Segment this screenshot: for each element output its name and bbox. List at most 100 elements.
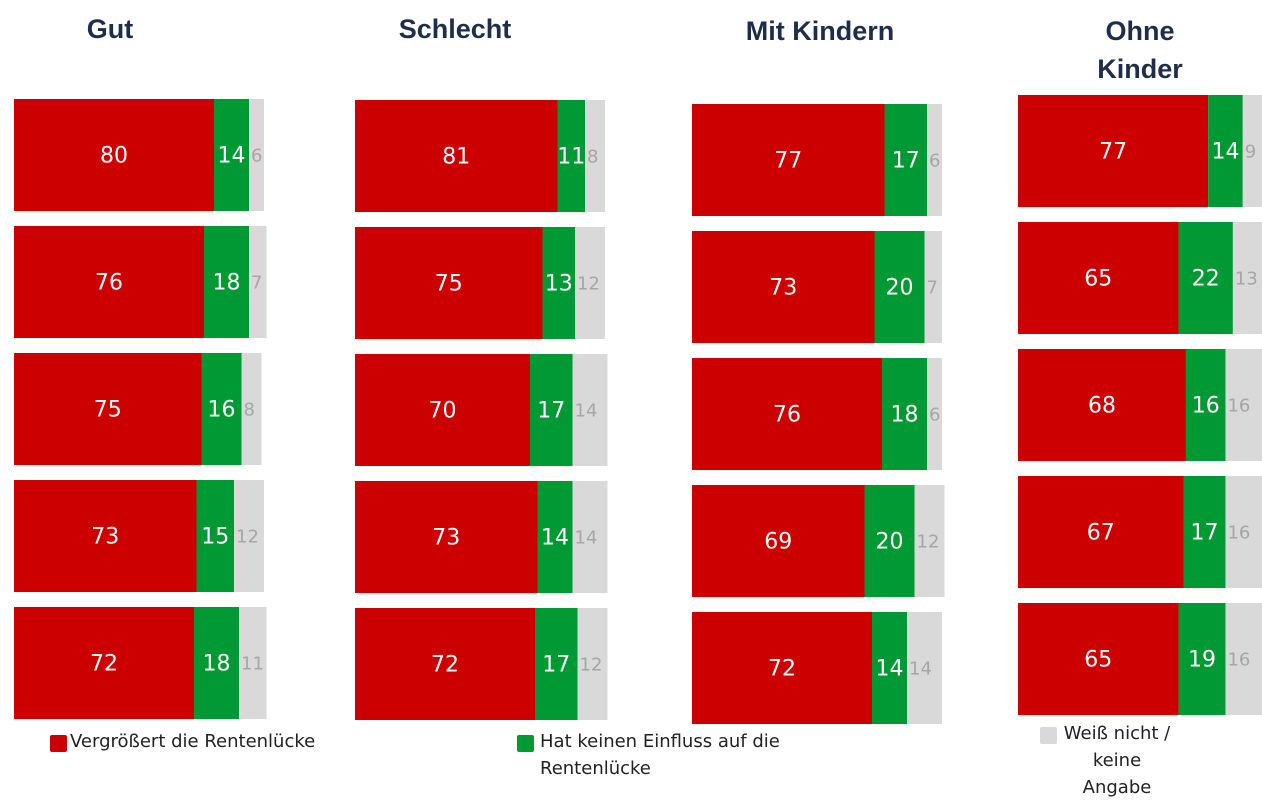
bar-segment — [874, 231, 925, 343]
value-label: 22 — [1192, 267, 1220, 292]
bar-segment — [572, 354, 608, 466]
legend-label: Weiß nicht / keine Angabe — [1063, 723, 1171, 798]
legend-swatch — [1040, 727, 1057, 744]
page: {"chart_data": {"type": "bar", "orientat… — [14, 14, 1262, 798]
legend-label: Hat keinen Einfluss auf die Rentenlücke — [540, 731, 780, 779]
bar-segment — [239, 607, 267, 719]
value-label: 12 — [917, 532, 940, 553]
value-label: 12 — [577, 274, 600, 295]
bar-segment — [249, 99, 264, 211]
value-label: 12 — [236, 527, 259, 548]
bar-segment — [355, 354, 530, 466]
bar-segment — [241, 353, 262, 465]
value-label: 73 — [91, 525, 119, 550]
bar-segment — [355, 100, 558, 212]
value-label: 11 — [557, 145, 585, 170]
value-label: 14 — [575, 528, 598, 549]
bar-segment — [249, 226, 267, 338]
value-label: 17 — [542, 653, 570, 678]
bar-segment — [530, 354, 573, 466]
value-label: 16 — [208, 398, 236, 423]
value-label: 6 — [929, 405, 940, 426]
value-label: 75 — [435, 272, 463, 297]
bar-segment — [872, 612, 907, 724]
bar-segment — [14, 480, 197, 592]
bar-segment — [1018, 603, 1179, 715]
value-label: 7 — [927, 278, 938, 299]
value-label: 81 — [442, 145, 470, 170]
value-label: 16 — [1227, 396, 1250, 417]
value-label: 65 — [1084, 267, 1112, 292]
bar-segment — [927, 358, 942, 470]
panel-title: Schlecht — [398, 14, 512, 44]
value-label: 72 — [768, 657, 796, 682]
value-label: 14 — [218, 144, 246, 169]
bar-segment — [1225, 603, 1262, 715]
value-label: 18 — [203, 652, 231, 677]
value-label: 16 — [1227, 523, 1250, 544]
value-label: 67 — [1087, 521, 1115, 546]
bar-segment — [572, 481, 608, 593]
value-label: 18 — [213, 271, 241, 296]
bar-segment — [575, 227, 605, 339]
bar-segment — [585, 100, 605, 212]
value-label: 6 — [929, 151, 940, 172]
panel-title: Mit Kindern — [745, 16, 895, 46]
bar-segment — [914, 485, 945, 597]
bar-segment — [924, 231, 942, 343]
bar-segment — [542, 227, 575, 339]
value-label: 65 — [1084, 648, 1112, 673]
value-label: 75 — [94, 398, 122, 423]
value-label: 80 — [100, 144, 128, 169]
bar-segment — [355, 227, 543, 339]
value-label: 70 — [429, 399, 457, 424]
bar-segment — [1232, 222, 1262, 334]
legend-swatch — [517, 735, 534, 752]
bar-segment — [535, 608, 578, 720]
value-label: 69 — [764, 530, 792, 555]
bar-segment — [927, 104, 942, 216]
value-label: 7 — [251, 273, 262, 294]
value-label: 14 — [575, 401, 598, 422]
value-label: 13 — [1235, 269, 1258, 290]
value-label: 17 — [892, 149, 920, 174]
bar-segment — [577, 608, 608, 720]
bar-segment — [14, 353, 202, 465]
bar-segment — [1018, 95, 1209, 207]
value-label: 20 — [886, 276, 914, 301]
value-label: 14 — [909, 659, 932, 680]
bar-segment — [201, 353, 242, 465]
bar-segment — [692, 104, 885, 216]
bar-segment — [692, 358, 882, 470]
value-label: 72 — [431, 653, 459, 678]
bar-segment — [1178, 603, 1226, 715]
value-label: 68 — [1088, 394, 1116, 419]
value-label: 76 — [95, 271, 123, 296]
bar-segment — [864, 485, 915, 597]
value-label: 16 — [1192, 394, 1220, 419]
value-label: 8 — [587, 147, 598, 168]
value-label: 6 — [251, 146, 262, 167]
value-label: 73 — [432, 526, 460, 551]
value-label: 17 — [537, 399, 565, 424]
bar-segment — [194, 607, 239, 719]
bar-segment — [14, 99, 214, 211]
bar-segment — [1225, 476, 1262, 588]
value-label: 72 — [90, 652, 118, 677]
value-label: 14 — [541, 526, 569, 551]
value-label: 17 — [1190, 521, 1218, 546]
bar-segment — [1183, 476, 1226, 588]
value-label: 11 — [241, 654, 264, 675]
bar-segment — [196, 480, 234, 592]
bar-segment — [1242, 95, 1262, 207]
value-label: 16 — [1227, 650, 1250, 671]
bar-segment — [1178, 222, 1233, 334]
bar-segment — [692, 485, 865, 597]
bar-segment — [1018, 476, 1184, 588]
legend-label: Vergrößert die Rentenlücke — [70, 731, 316, 752]
value-label: 14 — [1211, 140, 1239, 165]
bar-segment — [1018, 349, 1186, 461]
bar-segment — [14, 226, 204, 338]
value-label: 77 — [774, 149, 802, 174]
